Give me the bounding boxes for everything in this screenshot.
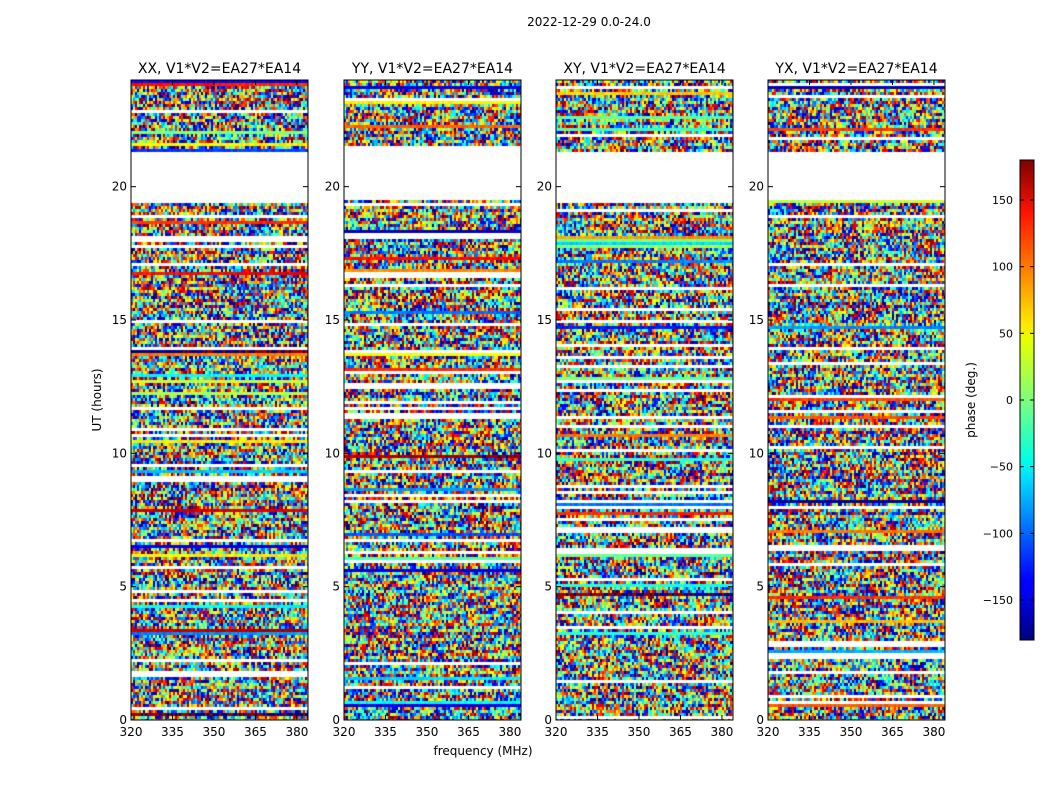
y-tick-label: 15 — [325, 313, 340, 327]
colorbar-tick-label: 100 — [992, 261, 1013, 274]
x-tick-label: 320 — [545, 725, 568, 739]
panel-heatmap — [131, 80, 308, 720]
y-tick-label: 0 — [544, 713, 552, 727]
colorbar-tick-label: 0 — [1006, 394, 1013, 407]
x-tick-label: 320 — [757, 725, 780, 739]
colorbar-tick-label: −150 — [983, 594, 1013, 607]
panel-4: YX, V1*V2=EA27*EA14 0 5 10 15 20 320 335 350 365 3… — [749, 61, 946, 739]
colorbar: 150 100 50 0 −50 −100 −150 phase (deg.) — [964, 159, 1035, 641]
y-tick-label: 5 — [756, 580, 764, 594]
panel-heatmap — [556, 80, 733, 720]
x-tick-label: 320 — [120, 725, 143, 739]
x-tick-label: 380 — [285, 725, 308, 739]
x-tick-label: 350 — [628, 725, 651, 739]
y-tick-label: 15 — [112, 313, 127, 327]
panel-frame — [767, 79, 946, 721]
y-tick-label: 10 — [112, 446, 127, 460]
y-tick-label: 5 — [544, 580, 552, 594]
y-tick-label: 20 — [749, 180, 764, 194]
y-tick-label: 20 — [112, 180, 127, 194]
x-tick-label: 350 — [840, 725, 863, 739]
panel-3: XY, V1*V2=EA27*EA14 0 5 10 15 20 320 335 350 365 3… — [537, 61, 734, 739]
x-tick-label: 365 — [457, 725, 480, 739]
panel-title: XY, V1*V2=EA27*EA14 — [563, 61, 725, 77]
y-tick-label: 15 — [537, 313, 552, 327]
x-tick-label: 365 — [244, 725, 267, 739]
panel-2: YY, V1*V2=EA27*EA14 0 5 10 15 20 320 335 350 365 3… — [325, 61, 522, 739]
panel-1: XX, V1*V2=EA27*EA14 0 5 10 15 20 320 335 350 365 3… — [112, 61, 309, 739]
panel-frame — [130, 79, 309, 721]
y-tick-label: 10 — [325, 446, 340, 460]
x-tick-label: 335 — [586, 725, 609, 739]
suptitle: 2022-12-29 0.0-24.0 — [527, 15, 651, 29]
x-tick-label: 335 — [161, 725, 184, 739]
y-tick-label: 20 — [537, 180, 552, 194]
y-tick-label: 0 — [332, 713, 340, 727]
x-tick-label: 380 — [710, 725, 733, 739]
panel-frame — [343, 79, 522, 721]
x-tick-label: 350 — [416, 725, 439, 739]
colorbar-tick-label: 50 — [999, 327, 1013, 340]
x-tick-label: 320 — [333, 725, 356, 739]
x-tick-label: 335 — [374, 725, 397, 739]
y-tick-label: 20 — [325, 180, 340, 194]
y-tick-label: 0 — [119, 713, 127, 727]
colorbar-label: phase (deg.) — [964, 362, 978, 438]
x-tick-label: 380 — [498, 725, 521, 739]
colorbar-tick-label: 150 — [992, 194, 1013, 207]
panels: XX, V1*V2=EA27*EA14 0 5 10 15 20 320 335 350 365 3… — [112, 61, 946, 739]
y-tick-label: 5 — [119, 580, 127, 594]
y-tick-label: 0 — [756, 713, 764, 727]
y-tick-label: 10 — [749, 446, 764, 460]
y-tick-label: 5 — [332, 580, 340, 594]
x-tick-label: 365 — [669, 725, 692, 739]
panel-title: XX, V1*V2=EA27*EA14 — [138, 61, 301, 77]
x-tick-label: 380 — [922, 725, 945, 739]
colorbar-tick-label: −100 — [983, 527, 1013, 540]
colorbar-tick-label: −50 — [990, 461, 1013, 474]
panel-heatmap — [344, 80, 521, 720]
x-axis-label: frequency (MHz) — [433, 744, 532, 758]
panel-title: YX, V1*V2=EA27*EA14 — [774, 61, 937, 77]
panel-heatmap — [768, 80, 945, 720]
y-tick-label: 15 — [749, 313, 764, 327]
x-tick-label: 350 — [203, 725, 226, 739]
x-tick-label: 335 — [798, 725, 821, 739]
y-axis-label: UT (hours) — [90, 368, 104, 431]
panel-frame — [555, 79, 734, 721]
colorbar-ticks: 150 100 50 0 −50 −100 −150 — [983, 194, 1034, 607]
x-tick-label: 365 — [881, 725, 904, 739]
panel-title: YY, V1*V2=EA27*EA14 — [351, 61, 513, 77]
y-tick-label: 10 — [537, 446, 552, 460]
